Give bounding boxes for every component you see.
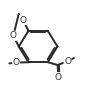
Text: O: O	[64, 57, 71, 66]
Text: O: O	[20, 16, 27, 25]
Text: O: O	[13, 58, 20, 67]
Text: O: O	[10, 31, 17, 40]
Text: O: O	[55, 73, 62, 82]
